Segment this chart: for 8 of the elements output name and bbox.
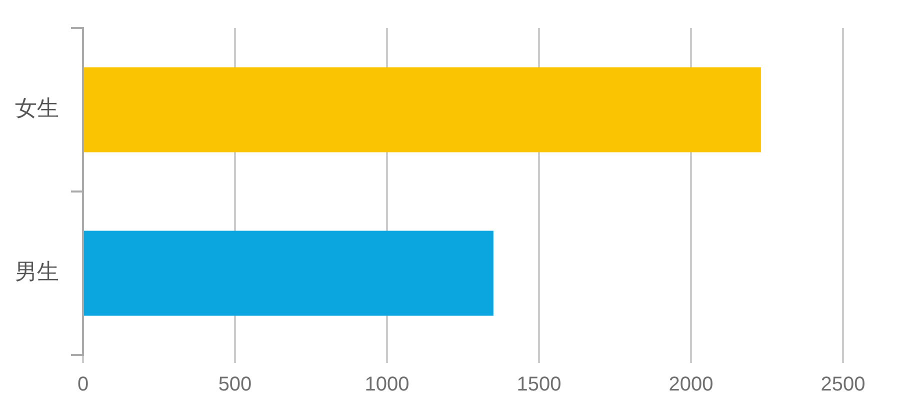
x-tick-label: 1000: [364, 374, 410, 396]
x-tick-label: 500: [218, 374, 252, 396]
x-tick-label: 2500: [820, 374, 866, 396]
x-tick-label: 2000: [668, 374, 714, 396]
y-tick-label: 女生: [15, 96, 59, 122]
y-tick-label: 男生: [15, 260, 59, 285]
x-tick-label: 1500: [516, 374, 562, 396]
x-tick-label: 0: [77, 374, 89, 396]
